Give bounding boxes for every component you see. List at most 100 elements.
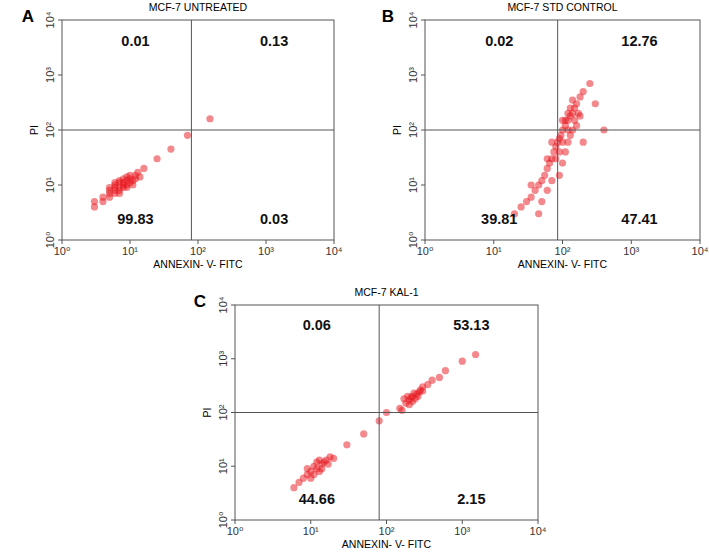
point [528, 194, 535, 201]
point [140, 165, 147, 172]
quadrant-value: 53.13 [453, 317, 489, 333]
point [442, 367, 449, 374]
y-tick-label: 10¹ [407, 177, 419, 193]
point [548, 139, 555, 146]
quadrant-value: 44.66 [299, 491, 335, 507]
x-tick-label: 10⁴ [692, 245, 709, 257]
x-tick [310, 520, 311, 524]
panel: AMCF-7 UNTREATED10⁰10¹10²10³10⁴ANNEXIN- … [22, 1, 343, 270]
y-axis-label: PI [391, 125, 403, 135]
y-tick [231, 358, 235, 359]
x-tick [538, 520, 539, 524]
quadrant-value: 0.01 [121, 33, 149, 49]
panel-letter: B [382, 7, 394, 26]
point [310, 471, 317, 478]
point [116, 179, 123, 186]
quadrant-value: 12.76 [621, 33, 657, 49]
x-tick-label: 10¹ [303, 525, 319, 537]
point [184, 132, 191, 139]
point [429, 377, 436, 384]
point [304, 465, 311, 472]
point [126, 172, 133, 179]
x-axis-label: ANNEXIN- V- FITC [153, 258, 243, 270]
x-tick [130, 240, 131, 244]
y-tick [231, 466, 235, 467]
y-tick-label: 10⁴ [217, 296, 229, 313]
point [535, 210, 542, 217]
x-tick-label: 10¹ [486, 245, 502, 257]
point [91, 203, 98, 210]
points [235, 305, 538, 520]
y-axis-label: PI [201, 408, 213, 418]
quadrant-value: 47.41 [621, 211, 657, 227]
y-tick [421, 20, 425, 21]
point [564, 110, 571, 117]
point [559, 117, 566, 124]
point [325, 460, 332, 467]
y-tick-label: 10⁴ [407, 11, 419, 28]
point [556, 172, 563, 179]
x-tick [62, 240, 63, 244]
y-tick-label: 10⁰ [44, 231, 56, 248]
point [544, 155, 551, 162]
x-tick [700, 240, 701, 244]
point [295, 479, 302, 486]
point [544, 187, 551, 194]
y-tick [231, 305, 235, 306]
x-tick-label: 10⁴ [530, 525, 547, 537]
y-tick-label: 10¹ [217, 458, 229, 474]
x-tick [631, 240, 632, 244]
point [436, 374, 443, 381]
y-tick-label: 10⁰ [407, 231, 419, 248]
point [559, 139, 566, 146]
x-tick-label: 10⁰ [54, 245, 71, 257]
y-tick-label: 10² [407, 122, 419, 138]
x-tick [266, 240, 267, 244]
point [576, 112, 583, 119]
point [580, 139, 587, 146]
quadrant-value: 99.83 [117, 211, 153, 227]
y-tick-label: 10³ [44, 67, 56, 83]
quadrant-value: 0.06 [303, 317, 331, 333]
point [206, 115, 213, 122]
y-tick-label: 10¹ [44, 177, 56, 193]
points [62, 20, 334, 240]
point [167, 145, 174, 152]
point [518, 203, 525, 210]
point [153, 155, 160, 162]
point [343, 441, 350, 448]
title: MCF-7 KAL-1 [354, 286, 418, 298]
point [360, 430, 367, 437]
point [586, 80, 593, 87]
quadrant-line-y [62, 130, 334, 131]
point [552, 155, 559, 162]
point [556, 148, 563, 155]
panel: CMCF-7 KAL-110⁰10¹10²10³10⁴ANNEXIN- V- F… [194, 286, 547, 550]
point [316, 457, 323, 464]
point [106, 194, 113, 201]
point [528, 181, 535, 188]
point [407, 394, 414, 401]
x-tick-label: 10² [190, 245, 206, 257]
x-tick [235, 520, 236, 524]
x-tick-label: 10² [555, 245, 571, 257]
point [472, 351, 479, 358]
point [123, 184, 130, 191]
y-tick [421, 130, 425, 131]
y-tick [58, 130, 62, 131]
x-tick-label: 10⁰ [227, 525, 244, 537]
quadrant-value: 0.02 [485, 33, 513, 49]
point [580, 88, 587, 95]
quadrant-value: 0.13 [260, 33, 288, 49]
x-tick [334, 240, 335, 244]
x-tick [386, 520, 387, 524]
title: MCF-7 UNTREATED [149, 1, 248, 13]
y-tick [231, 412, 235, 413]
figure: AMCF-7 UNTREATED10⁰10¹10²10³10⁴ANNEXIN- … [0, 0, 709, 557]
panel-letter: C [194, 292, 206, 311]
y-tick [421, 240, 425, 241]
y-tick-label: 10⁴ [44, 11, 56, 28]
point [569, 96, 576, 103]
point [318, 465, 325, 472]
point [548, 177, 555, 184]
